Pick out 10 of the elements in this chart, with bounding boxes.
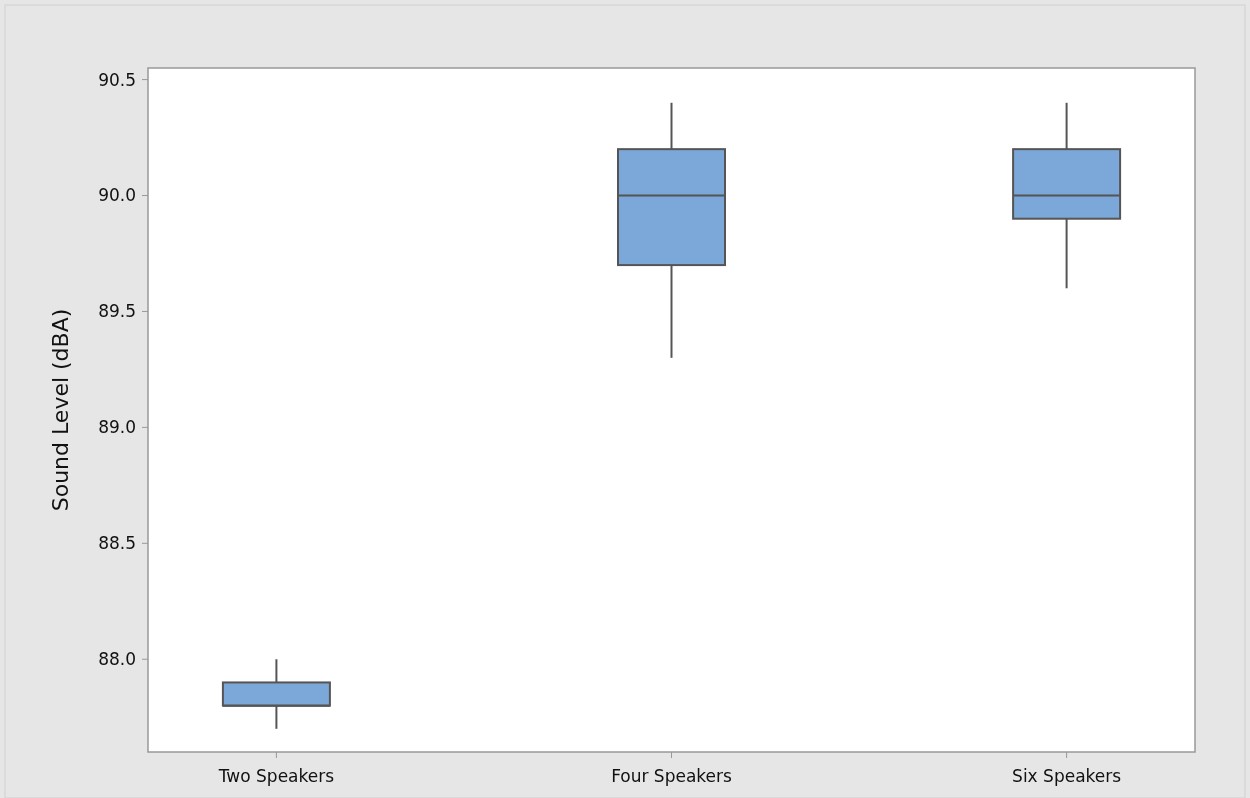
y-axis-title: Sound Level (dBA): [48, 308, 73, 512]
y-tick-label: 89.0: [98, 417, 136, 438]
y-tick-label: 88.0: [98, 649, 136, 670]
y-tick-label: 89.5: [98, 301, 136, 322]
y-tick-label: 90.5: [98, 69, 136, 90]
y-tick-label: 88.5: [98, 533, 136, 554]
x-tick-label: Two Speakers: [217, 766, 335, 786]
x-tick-label: Six Speakers: [1012, 766, 1122, 786]
x-tick-label: Four Speakers: [611, 766, 733, 786]
y-tick-label: 90.0: [98, 185, 136, 206]
